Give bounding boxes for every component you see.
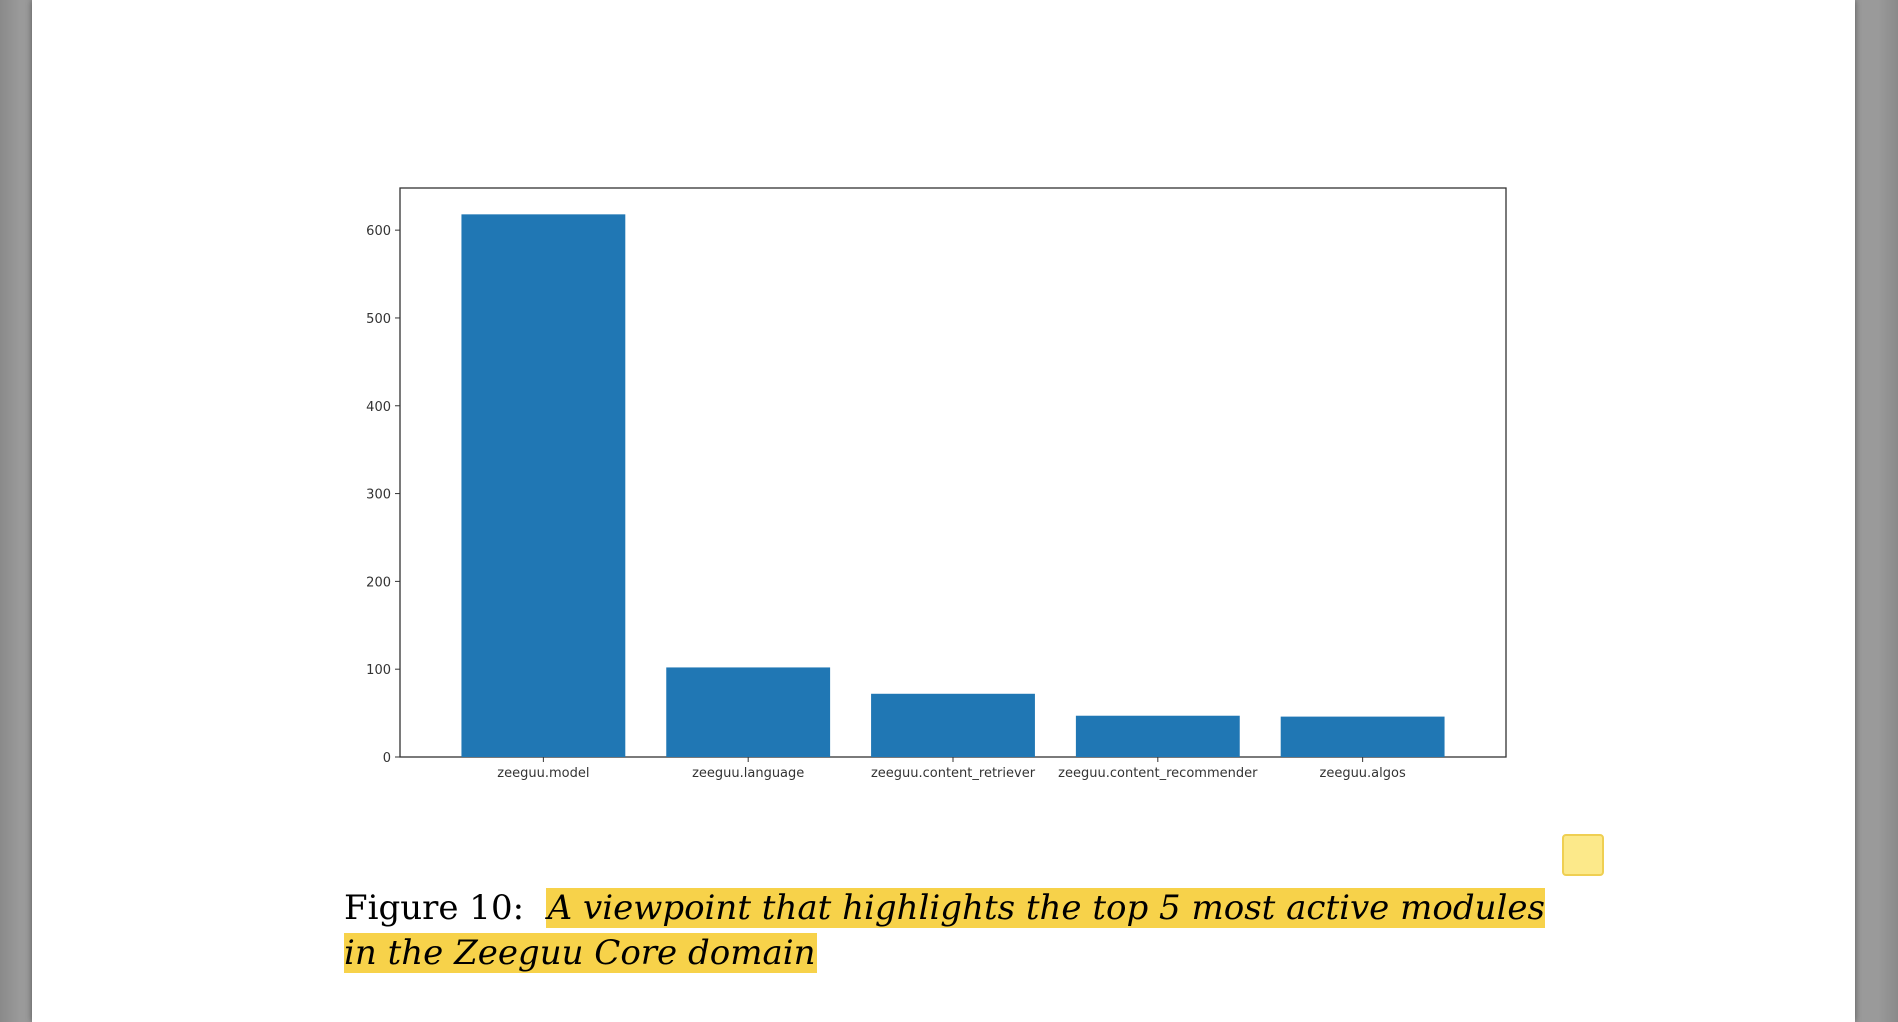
x-tick-label: zeeguu.content_retriever bbox=[871, 766, 1036, 781]
y-tick-label: 200 bbox=[366, 575, 391, 590]
x-axis: zeeguu.model zeeguu.language zeeguu.conten… bbox=[497, 757, 1406, 781]
bar-zeeguu-algos bbox=[1280, 716, 1445, 757]
bars-group bbox=[461, 214, 1445, 757]
y-tick-label: 600 bbox=[366, 224, 391, 239]
figure-label: Figure 10: bbox=[344, 888, 525, 928]
y-tick-label: 0 bbox=[383, 751, 391, 766]
figure-caption: Figure 10: A viewpoint that highlights t… bbox=[344, 886, 1574, 976]
y-axis: 0 100 200 300 400 500 600 bbox=[366, 224, 400, 766]
document-page: 0 100 200 300 400 500 600 zeeguu.model zeeguu.l… bbox=[32, 0, 1855, 1022]
bar-zeeguu-content-retriever bbox=[871, 693, 1035, 757]
sticky-note-icon[interactable] bbox=[1562, 834, 1604, 876]
caption-highlighted-text[interactable]: A viewpoint that highlights the top 5 mo… bbox=[344, 888, 1545, 973]
bar-zeeguu-model bbox=[461, 214, 626, 757]
x-tick-label: zeeguu.language bbox=[692, 766, 804, 781]
y-tick-label: 100 bbox=[366, 663, 391, 678]
bar-zeeguu-language bbox=[666, 667, 831, 757]
y-tick-label: 400 bbox=[366, 400, 391, 415]
bar-chart: 0 100 200 300 400 500 600 zeeguu.model zeeguu.l… bbox=[366, 187, 1507, 781]
x-tick-label: zeeguu.content_recommender bbox=[1058, 766, 1258, 781]
y-tick-label: 300 bbox=[366, 488, 391, 503]
x-tick-label: zeeguu.algos bbox=[1320, 766, 1406, 781]
y-tick-label: 500 bbox=[366, 312, 391, 327]
x-tick-label: zeeguu.model bbox=[497, 766, 589, 781]
bar-zeeguu-content-recommender bbox=[1075, 715, 1240, 757]
